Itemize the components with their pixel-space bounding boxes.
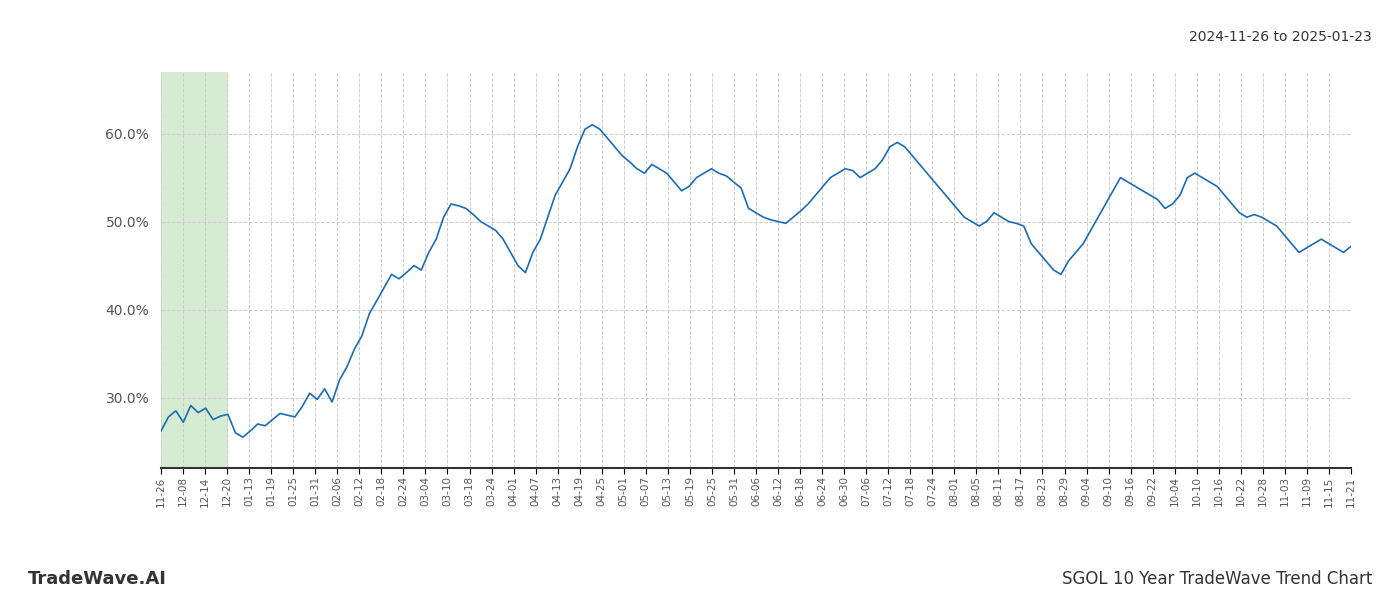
Text: 2024-11-26 to 2025-01-23: 2024-11-26 to 2025-01-23 [1189,30,1372,44]
Bar [161,72,227,468]
Text: TradeWave.AI: TradeWave.AI [28,570,167,588]
Text: SGOL 10 Year TradeWave Trend Chart: SGOL 10 Year TradeWave Trend Chart [1061,570,1372,588]
